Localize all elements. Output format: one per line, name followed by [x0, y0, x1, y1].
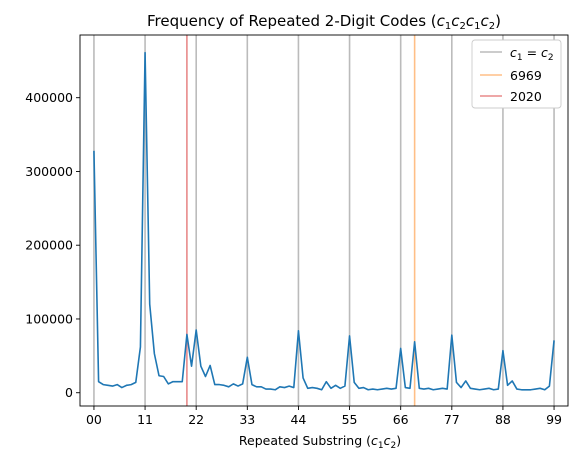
legend: c1 = c2 6969 2020 [471, 39, 562, 109]
series-line-0 [93, 51, 555, 391]
plot-frame [79, 34, 569, 407]
y-tick-label: 100000 [25, 311, 73, 326]
x-tick-label: 44 [290, 412, 306, 427]
y-tick-label: 200000 [25, 238, 73, 253]
x-tick-label: 00 [86, 412, 102, 427]
x-tick-label: 66 [393, 412, 409, 427]
series-layer [93, 51, 555, 391]
legend-label-c1eqc2: c1 = c2 [510, 45, 554, 63]
y-tick-label: 400000 [25, 90, 73, 105]
y-tick-label: 0 [65, 385, 73, 400]
y-tick-label: 300000 [25, 164, 73, 179]
x-tick-label: 99 [546, 412, 562, 427]
x-tick-label: 77 [444, 412, 460, 427]
x-axis: 00 11 22 33 44 55 66 77 88 99 [86, 406, 562, 427]
x-tick-label: 22 [188, 412, 204, 427]
x-tick-label: 11 [137, 412, 153, 427]
x-tick-label: 88 [495, 412, 511, 427]
x-tick-label: 55 [342, 412, 358, 427]
chart-title: Frequency of Repeated 2-Digit Codes (c1c… [147, 12, 501, 32]
x-tick-label: 33 [239, 412, 255, 427]
x-axis-label: Repeated Substring (c1c2) [239, 433, 401, 451]
legend-box [471, 39, 562, 109]
legend-label-2020: 2020 [510, 89, 542, 104]
legend-label-6969: 6969 [510, 68, 542, 83]
y-axis: 0 100000 200000 300000 400000 [25, 90, 80, 400]
